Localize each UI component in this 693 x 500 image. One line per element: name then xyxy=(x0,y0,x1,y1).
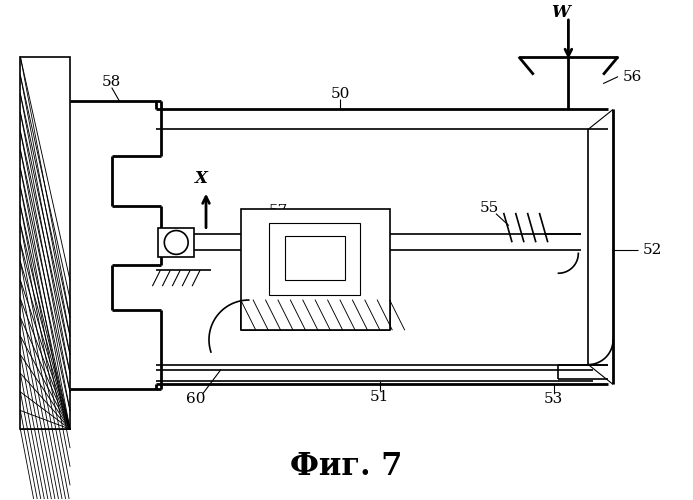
Text: 51: 51 xyxy=(370,390,389,404)
Text: X: X xyxy=(195,170,207,188)
Text: Фиг. 7: Фиг. 7 xyxy=(290,452,402,482)
Bar xyxy=(286,236,345,280)
Text: 58: 58 xyxy=(102,74,121,88)
Text: W: W xyxy=(551,4,570,20)
Text: 56: 56 xyxy=(623,70,642,84)
Bar xyxy=(269,222,360,295)
Text: 50: 50 xyxy=(331,86,350,101)
Text: 52: 52 xyxy=(643,244,663,258)
Text: 53: 53 xyxy=(544,392,563,406)
Bar xyxy=(159,228,194,258)
Text: 60: 60 xyxy=(186,392,206,406)
Bar xyxy=(240,208,389,330)
Text: 57: 57 xyxy=(269,204,288,218)
Bar xyxy=(20,57,70,429)
Text: 55: 55 xyxy=(480,200,498,214)
Bar xyxy=(20,57,70,429)
Text: 54: 54 xyxy=(370,208,389,222)
